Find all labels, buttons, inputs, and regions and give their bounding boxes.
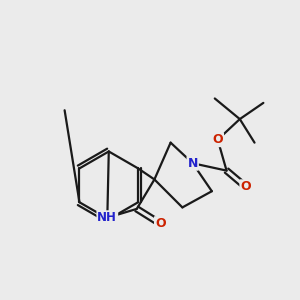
Text: O: O bbox=[155, 217, 166, 230]
Text: N: N bbox=[188, 157, 198, 170]
Text: NH: NH bbox=[98, 211, 117, 224]
Text: O: O bbox=[240, 180, 251, 193]
Text: O: O bbox=[212, 133, 223, 146]
